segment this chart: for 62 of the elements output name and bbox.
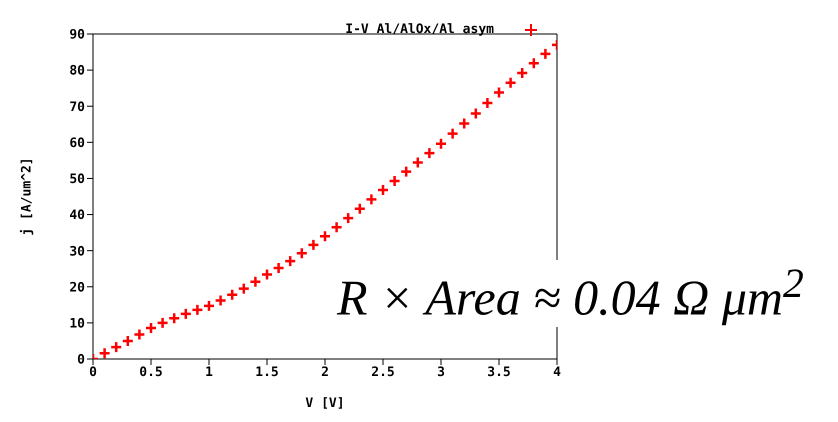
y-tick-label: 30	[69, 244, 86, 260]
point	[376, 184, 390, 196]
annotation: R × Area ≈ 0.04 Ω μm$^{2}$	[333, 260, 808, 327]
y-tick-label: 80	[69, 64, 86, 79]
point	[284, 254, 296, 268]
legend-label: I-V Al/AlOx/Al asym	[345, 22, 494, 37]
x-tick-label: 1.5	[255, 365, 279, 380]
y-tick-label: 20	[69, 280, 86, 296]
y-tick-label: 0	[77, 352, 86, 368]
x-tick-label: 1	[205, 365, 214, 380]
point	[470, 107, 482, 120]
point	[133, 328, 146, 341]
point	[539, 48, 552, 60]
x-tick-label: 3.5	[487, 365, 511, 380]
point	[446, 127, 459, 140]
x-tick-label: 2	[321, 365, 329, 380]
point	[492, 86, 506, 99]
point	[330, 220, 343, 234]
x-tick-label: 2.5	[371, 365, 395, 380]
x-axis-title: V [V]	[305, 396, 345, 411]
point	[110, 340, 122, 354]
point	[354, 202, 366, 216]
point	[434, 138, 448, 150]
point	[98, 346, 111, 359]
x-tick-label: 0	[89, 365, 98, 380]
y-tick-label: 60	[69, 136, 86, 151]
y-tick-label: 10	[69, 316, 86, 332]
point	[318, 230, 332, 242]
point	[388, 174, 401, 188]
x-tick-label: 4	[553, 365, 562, 380]
point	[180, 308, 192, 320]
point	[516, 66, 528, 80]
point	[260, 268, 274, 281]
point	[458, 117, 470, 130]
point	[365, 193, 378, 206]
point	[122, 334, 134, 348]
point	[202, 300, 216, 312]
point	[272, 262, 285, 274]
y-tick-label: 90	[69, 28, 86, 43]
x-tick-label: 3	[437, 365, 445, 380]
point	[528, 57, 540, 70]
point	[144, 322, 158, 334]
point	[296, 246, 308, 260]
x-tick-label: 0.5	[139, 365, 163, 380]
point	[214, 294, 227, 307]
point	[168, 312, 180, 324]
point	[249, 275, 262, 288]
point	[504, 76, 517, 89]
point	[191, 304, 204, 316]
point	[156, 316, 169, 330]
point	[226, 288, 238, 301]
point	[307, 238, 320, 252]
y-tick-label: 50	[69, 172, 86, 188]
y-tick-label: 70	[69, 100, 86, 115]
y-tick-label: 40	[69, 208, 86, 224]
point	[400, 165, 412, 178]
point	[342, 212, 354, 224]
point	[238, 282, 250, 295]
point	[412, 156, 424, 169]
point	[423, 146, 436, 160]
point	[481, 96, 494, 110]
y-axis-title: j [A/um^2]	[20, 157, 35, 236]
